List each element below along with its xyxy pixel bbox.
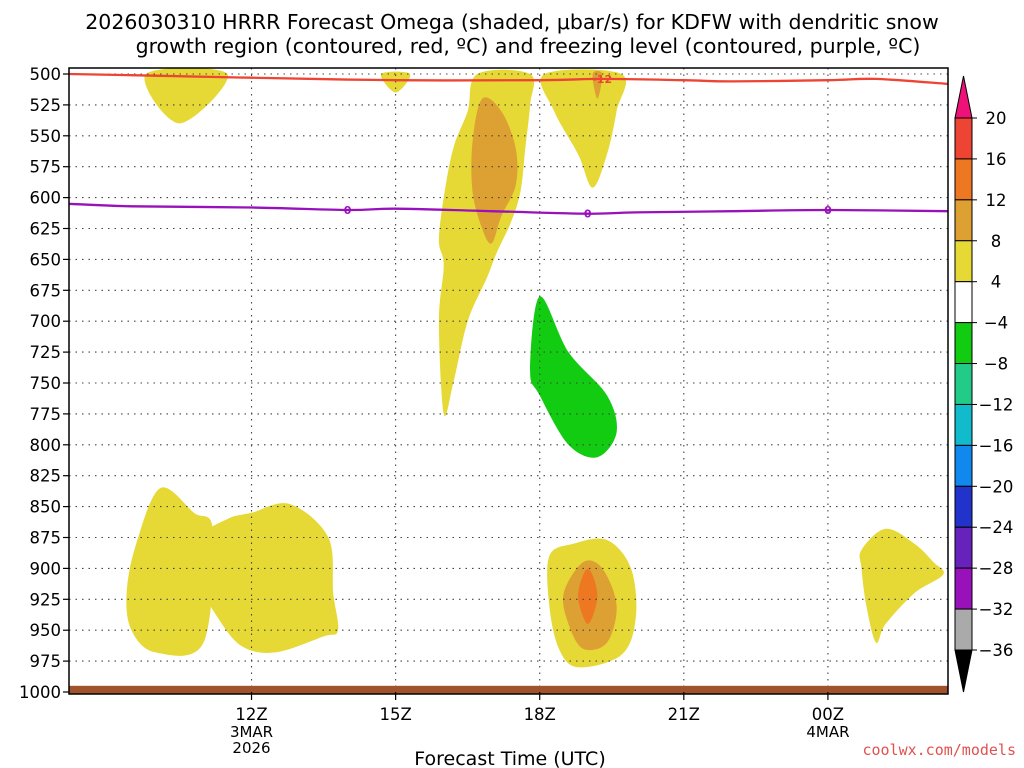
colorbar-segment — [954, 608, 973, 651]
omega-region-y04 — [540, 69, 627, 188]
contour-label: 0 — [584, 208, 592, 221]
contour-freezing-level-0C — [69, 202, 948, 215]
contour-label: 0 — [824, 204, 832, 217]
y-tick-label: 725 — [30, 343, 62, 362]
colorbar-label: 12 — [986, 191, 1007, 210]
title-line-2: growth region (contoured, red, ºC) and f… — [136, 34, 921, 58]
omega-region-y08 — [859, 528, 944, 644]
contour-lines: -12 0 0 0 — [69, 72, 948, 221]
y-tick-label: 575 — [30, 158, 62, 177]
plot-frame — [68, 67, 949, 695]
x-tick-label: 12Z — [235, 705, 267, 724]
colorbar-label: −28 — [979, 559, 1014, 578]
y-tick-label: 675 — [30, 281, 62, 300]
omega-region-g02 — [197, 255, 257, 348]
y-tick-label: 950 — [30, 621, 62, 640]
y-tick-label: 975 — [30, 652, 62, 671]
colorbar: 20 16 12 8 4 −4 −8 −12 −16 −20 −24 −28 −32 −36 — [954, 75, 1014, 693]
colorbar-label: −16 — [979, 436, 1014, 455]
y-tick-label: 600 — [30, 189, 62, 208]
colorbar-segment — [954, 158, 973, 201]
contour-dendritic-growth-minus12C — [69, 72, 948, 86]
surface-ground — [69, 685, 948, 694]
colorbar-segment — [954, 444, 973, 487]
x-tick-label: 21Z — [668, 705, 700, 724]
colorbar-label: −4 — [984, 314, 1008, 333]
omega-region-r01 — [578, 568, 598, 624]
x-tick-date: 3MAR — [230, 723, 273, 741]
y-tick-label: 1000 — [19, 683, 61, 702]
x-tick-label: 18Z — [524, 705, 556, 724]
omega-shading — [126, 67, 944, 668]
colorbar-label: 20 — [986, 109, 1007, 128]
y-tick-label: 775 — [30, 405, 62, 424]
colorbar-segment — [954, 526, 973, 569]
chart-title: 2026030310 HRRR Forecast Omega (shaded, … — [85, 10, 939, 58]
x-tick-year: 2026 — [232, 739, 270, 757]
colorbar-label: −32 — [979, 600, 1014, 619]
y-tick-label: 800 — [30, 436, 62, 455]
y-axis: 500 525 550 575 600 625 650 675 700 725 750 775 800 8… — [19, 65, 69, 702]
x-axis-label: Forecast Time (UTC) — [414, 748, 605, 768]
omega-region-y01 — [144, 67, 229, 124]
grid-lines — [69, 68, 948, 692]
y-tick-label: 525 — [30, 96, 62, 115]
colorbar-segment — [954, 363, 973, 405]
colorbar-label: −12 — [979, 395, 1014, 414]
colorbar-segment — [954, 322, 973, 365]
colorbar-label: 16 — [986, 150, 1007, 169]
x-tick-label: 00Z — [812, 705, 844, 724]
credit-text: coolwx.com/models — [862, 741, 1016, 759]
omega-region-y05 — [126, 487, 214, 656]
omega-region-g01 — [721, 70, 747, 99]
omega-region-g03 — [366, 277, 410, 486]
colorbar-label: 8 — [991, 232, 1002, 251]
colorbar-segment — [954, 240, 973, 283]
colorbar-top-extension — [954, 75, 973, 119]
x-tick-date: 4MAR — [806, 723, 849, 741]
colorbar-segment — [954, 567, 973, 610]
colorbar-segment — [954, 485, 973, 528]
colorbar-label: −36 — [979, 641, 1014, 660]
colorbar-label: −20 — [979, 477, 1014, 496]
y-tick-label: 500 — [30, 65, 62, 84]
y-tick-label: 700 — [30, 312, 62, 331]
omega-region-g05 — [717, 555, 747, 639]
y-tick-label: 750 — [30, 374, 62, 393]
terrain-layer — [69, 685, 948, 694]
contour-label: -12 — [592, 73, 612, 86]
colorbar-segment — [954, 199, 973, 242]
omega-region-o01 — [471, 97, 518, 244]
colorbar-bottom-extension — [954, 649, 973, 693]
y-tick-label: 900 — [30, 559, 62, 578]
colorbar-label: 4 — [991, 273, 1002, 292]
colorbar-label: −24 — [979, 518, 1014, 537]
x-tick-label: 15Z — [379, 705, 411, 724]
y-tick-label: 625 — [30, 220, 62, 239]
y-tick-label: 925 — [30, 590, 62, 609]
colorbar-segment — [954, 281, 973, 324]
colorbar-label: −8 — [984, 355, 1008, 374]
omega-region-t01 — [530, 296, 617, 458]
colorbar-segment — [954, 117, 973, 160]
omega-region-y06 — [201, 503, 339, 653]
colorbar-segment — [954, 403, 973, 446]
y-tick-label: 850 — [30, 498, 62, 517]
y-tick-label: 875 — [30, 529, 62, 548]
y-tick-label: 825 — [30, 467, 62, 486]
title-line-1: 2026030310 HRRR Forecast Omega (shaded, … — [85, 10, 939, 34]
contour-label: 0 — [344, 204, 352, 217]
y-tick-label: 650 — [30, 250, 62, 269]
y-tick-label: 550 — [30, 127, 62, 146]
